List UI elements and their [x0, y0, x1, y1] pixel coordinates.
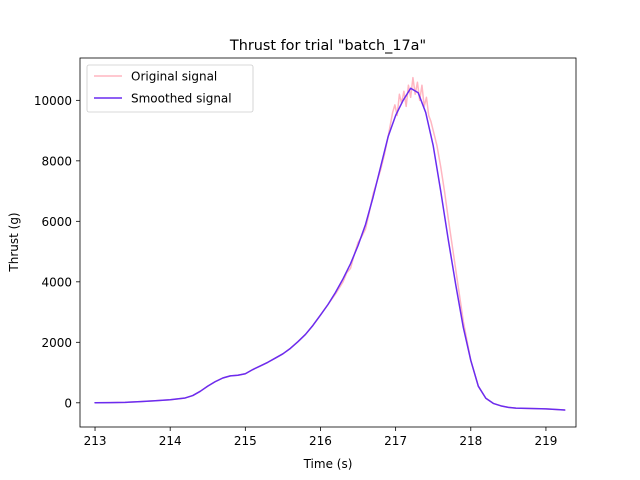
series-line-smoothed-signal — [94, 87, 566, 411]
legend: Original signal Smoothed signal — [86, 64, 254, 113]
x-tick-label: 216 — [309, 434, 332, 448]
x-tick-label: 213 — [84, 434, 107, 448]
chart-title: Thrust for trial "batch_17a" — [229, 38, 426, 54]
legend-box — [86, 64, 254, 113]
x-tick-label: 218 — [459, 434, 482, 448]
y-axis: 0 2000 4000 6000 8000 10000 — [34, 94, 80, 410]
x-tick-label: 217 — [384, 434, 407, 448]
y-tick-label: 10000 — [34, 94, 72, 108]
y-tick-label: 0 — [64, 396, 72, 410]
x-tick-label: 214 — [159, 434, 182, 448]
series-layer — [94, 76, 566, 411]
y-tick-label: 8000 — [41, 154, 72, 168]
x-tick-label: 215 — [234, 434, 257, 448]
plot-background — [80, 58, 576, 427]
legend-label-smoothed-signal: Smoothed signal — [131, 92, 232, 106]
x-tick-label: 219 — [534, 434, 557, 448]
x-axis: 213 214 215 216 217 218 219 — [84, 427, 557, 448]
plot-area — [79, 57, 577, 428]
y-axis-label: Thrust (g) — [7, 212, 21, 272]
plot-frame — [79, 57, 577, 428]
legend-label-original-signal: Original signal — [131, 70, 217, 84]
y-tick-label: 2000 — [41, 336, 72, 350]
x-axis-label: Time (s) — [303, 457, 353, 471]
y-tick-label: 6000 — [41, 215, 72, 229]
y-tick-label: 4000 — [41, 275, 72, 289]
